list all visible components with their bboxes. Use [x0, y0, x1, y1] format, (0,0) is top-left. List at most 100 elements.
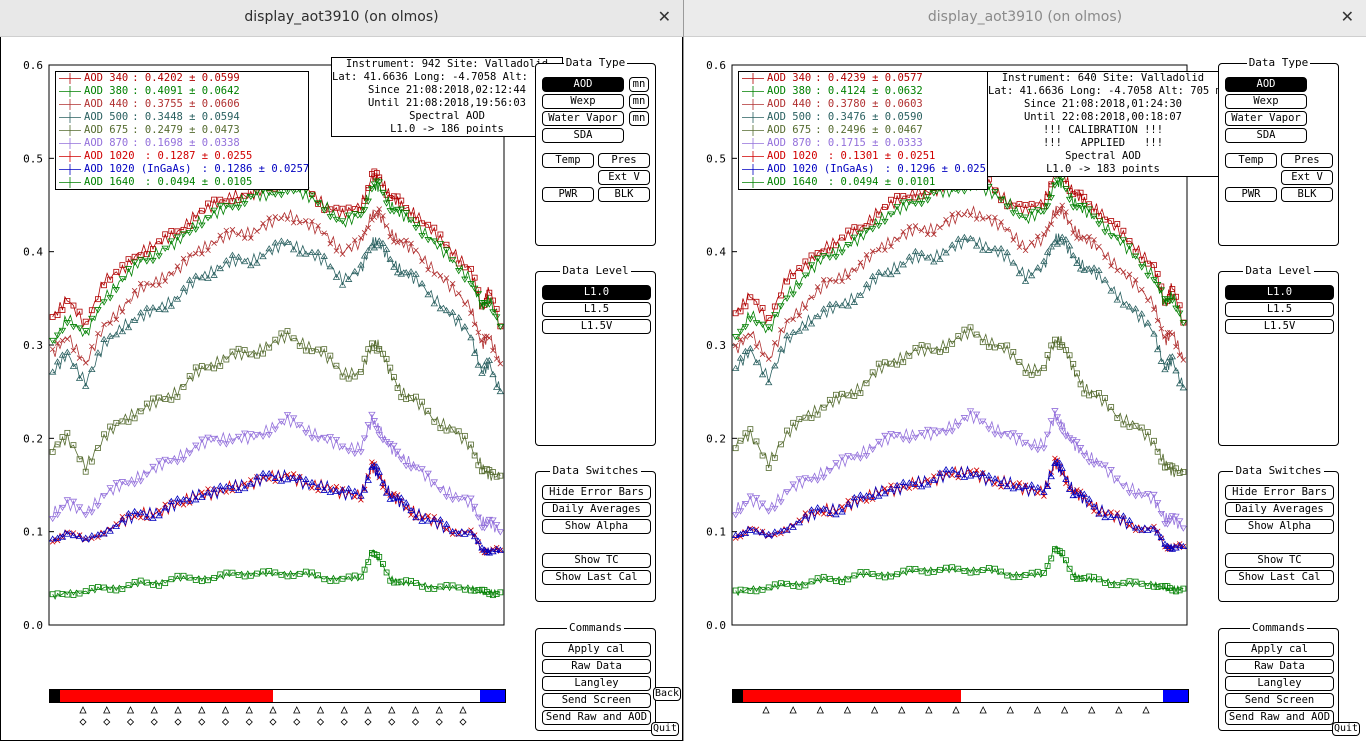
data-type-aod-button[interactable]: AOD [542, 77, 624, 92]
show-alpha-button[interactable]: Show Alpha [542, 519, 651, 534]
data-type-temp-button[interactable]: Temp [1225, 153, 1277, 168]
data-point [917, 430, 926, 437]
data-type-water-vapor-button[interactable]: Water Vapor [1225, 111, 1307, 126]
data-point [736, 354, 745, 361]
show-tc-button[interactable]: Show TC [1225, 553, 1334, 568]
data-level-l1-5v-button[interactable]: L1.5V [1225, 319, 1334, 334]
data-point [1126, 578, 1133, 585]
apply-cal-button[interactable]: Apply cal [1225, 642, 1334, 657]
mn-button[interactable]: mn [629, 94, 649, 109]
data-type-wexp-button[interactable]: Wexp [542, 94, 624, 109]
data-point [418, 280, 426, 287]
title-bar[interactable]: display_aot3910 (on olmos) ✕ [684, 0, 1366, 37]
data-type-sda-button[interactable]: SDA [542, 128, 624, 143]
info-line: Instrument: 942 Site: Valladolid [345, 58, 549, 70]
data-point [81, 382, 90, 389]
data-point [930, 258, 938, 265]
hide-error-bars-button[interactable]: Hide Error Bars [1225, 485, 1334, 500]
data-level-l1-0-button[interactable]: L1.0 [1225, 285, 1334, 300]
data-level-l1-5v-button[interactable]: L1.5V [542, 319, 651, 334]
data-type-blk-button[interactable]: BLK [1281, 187, 1333, 202]
panel-title: Data Type [536, 56, 655, 70]
data-point [1081, 193, 1088, 200]
data-point [1179, 384, 1188, 391]
data-point [490, 592, 496, 599]
time-range-bar[interactable] [732, 689, 1189, 703]
data-point [777, 499, 785, 506]
triangle-marker-icon [79, 706, 87, 714]
raw-data-button[interactable]: Raw Data [1225, 659, 1334, 674]
show-tc-button[interactable]: Show TC [542, 553, 651, 568]
data-type-temp-button[interactable]: Temp [542, 153, 594, 168]
data-point [827, 277, 833, 283]
data-point [737, 336, 744, 343]
data-point [173, 234, 182, 241]
data-point [966, 408, 975, 415]
hide-error-bars-button[interactable]: Hide Error Bars [542, 485, 651, 500]
data-type-aod-button[interactable]: AOD [1225, 77, 1307, 92]
data-point [796, 265, 803, 272]
data-type-pwr-button[interactable]: PWR [1225, 187, 1277, 202]
quit-button[interactable]: Quit [651, 722, 679, 736]
data-level-l1-0-button[interactable]: L1.0 [542, 285, 651, 300]
mn-button[interactable]: mn [629, 77, 649, 92]
langley-button[interactable]: Langley [542, 676, 651, 691]
data-level-l1-5-button[interactable]: L1.5 [542, 302, 651, 317]
data-level-l1-5-button[interactable]: L1.5 [1225, 302, 1334, 317]
data-type-sda-button[interactable]: SDA [1225, 128, 1307, 143]
data-point [210, 271, 218, 278]
data-type-blk-button[interactable]: BLK [598, 187, 650, 202]
daily-averages-button[interactable]: Daily Averages [1225, 502, 1334, 517]
data-point [1073, 439, 1081, 446]
data-point [1095, 510, 1103, 517]
send-screen-button[interactable]: Send Screen [1225, 693, 1334, 708]
data-type-water-vapor-button[interactable]: Water Vapor [542, 111, 624, 126]
show-alpha-button[interactable]: Show Alpha [1225, 519, 1334, 534]
quit-button[interactable]: Quit [1332, 722, 1360, 736]
mn-button[interactable]: mn [629, 111, 649, 126]
data-point [205, 247, 211, 254]
apply-cal-button[interactable]: Apply cal [542, 642, 651, 657]
data-point [370, 418, 379, 425]
data-point [113, 316, 120, 323]
close-icon[interactable]: ✕ [1340, 7, 1354, 26]
data-type-ext-v-button[interactable]: Ext V [598, 170, 650, 185]
back-button[interactable]: Back [653, 687, 681, 701]
data-point [802, 258, 809, 265]
data-point [229, 226, 236, 233]
data-point [217, 232, 224, 239]
close-icon[interactable]: ✕ [657, 7, 671, 26]
daily-averages-button[interactable]: Daily Averages [542, 502, 651, 517]
title-bar[interactable]: display_aot3910 (on olmos) ✕ [0, 0, 683, 37]
panel-title: Data Type [1219, 56, 1338, 70]
data-type-pres-button[interactable]: Pres [598, 153, 650, 168]
data-point [442, 520, 451, 527]
data-point [204, 215, 212, 222]
data-point [461, 494, 469, 501]
send-raw-and-aod-button[interactable]: Send Raw and AOD [542, 710, 651, 725]
data-type-pwr-button[interactable]: PWR [542, 187, 594, 202]
raw-data-button[interactable]: Raw Data [542, 659, 651, 674]
data-point [869, 369, 876, 376]
data-point [192, 496, 200, 503]
legend-marker-icon [739, 72, 767, 85]
data-point [1034, 207, 1042, 214]
data-point [820, 573, 827, 580]
app-body: 0.60.50.40.30.20.10.00607080910111213141… [0, 37, 683, 741]
langley-button[interactable]: Langley [1225, 676, 1334, 691]
show-last-cal-button[interactable]: Show Last Cal [542, 570, 651, 585]
show-last-cal-button[interactable]: Show Last Cal [1225, 570, 1334, 585]
data-type-ext-v-button[interactable]: Ext V [1281, 170, 1333, 185]
data-point [413, 247, 419, 254]
data-type-pres-button[interactable]: Pres [1281, 153, 1333, 168]
data-point [1034, 447, 1042, 454]
data-point [344, 275, 353, 282]
send-raw-and-aod-button[interactable]: Send Raw and AOD [1225, 710, 1334, 725]
send-screen-button[interactable]: Send Screen [542, 693, 651, 708]
data-point [69, 498, 78, 505]
triangle-marker-icon [150, 706, 158, 714]
data-type-wexp-button[interactable]: Wexp [1225, 94, 1307, 109]
data-point [752, 528, 761, 535]
data-point [314, 200, 322, 207]
time-range-bar[interactable] [49, 689, 506, 703]
